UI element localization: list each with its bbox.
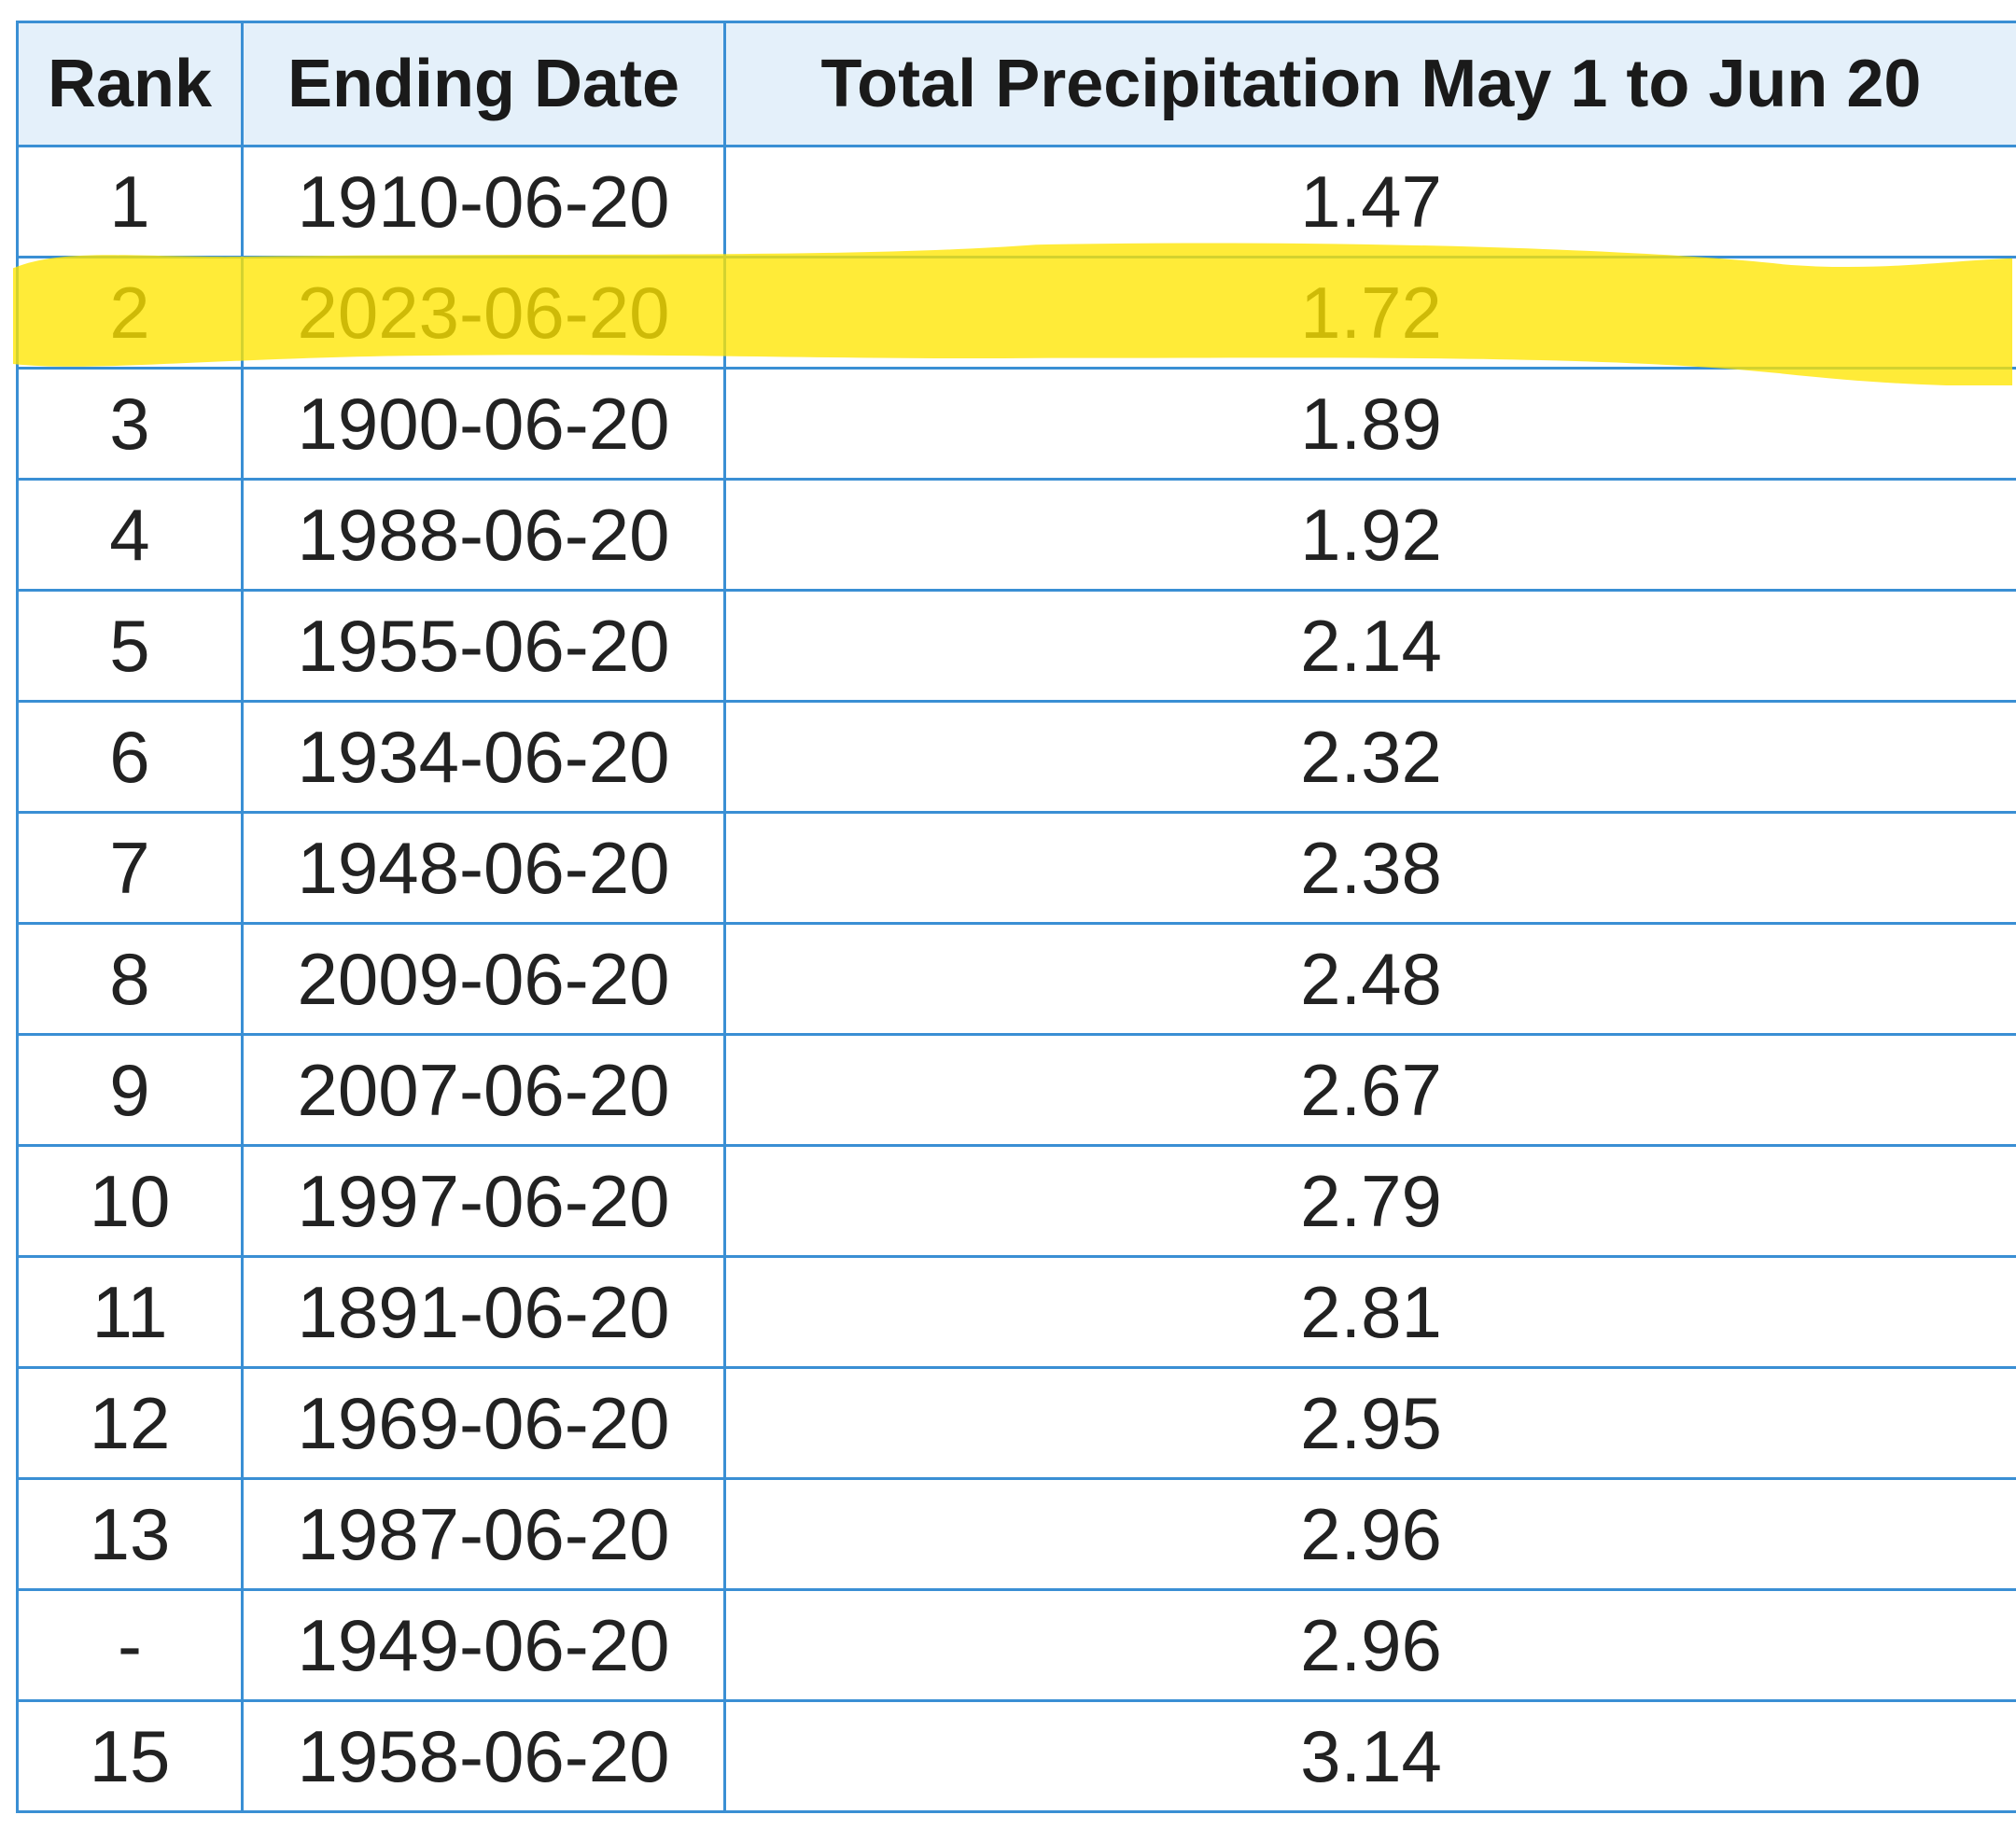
cell-ending-date: 1949-06-20: [241, 1588, 726, 1702]
cell-precipitation: 1.89: [723, 367, 2016, 481]
cell-precipitation: 2.81: [723, 1255, 2016, 1369]
table-row: 3 1900-06-20 1.89: [16, 367, 2016, 481]
cell-precipitation: 2.79: [723, 1144, 2016, 1258]
cell-precipitation: 2.96: [723, 1477, 2016, 1591]
cell-ending-date: 1987-06-20: [241, 1477, 726, 1591]
table-row: 5 1955-06-20 2.14: [16, 589, 2016, 703]
cell-rank: 4: [16, 478, 244, 592]
cell-rank: 10: [16, 1144, 244, 1258]
cell-ending-date: 1900-06-20: [241, 367, 726, 481]
cell-precipitation: 2.48: [723, 922, 2016, 1036]
table-row: 15 1958-06-20 3.14: [16, 1699, 2016, 1813]
cell-rank: 9: [16, 1033, 244, 1147]
cell-ending-date: 2023-06-20: [241, 256, 726, 370]
table-row: 11 1891-06-20 2.81: [16, 1255, 2016, 1369]
cell-precipitation: 2.32: [723, 700, 2016, 814]
table-header: Rank Ending Date Total Precipitation May…: [16, 21, 2016, 147]
table-row: 6 1934-06-20 2.32: [16, 700, 2016, 814]
table-row: 9 2007-06-20 2.67: [16, 1033, 2016, 1147]
cell-precipitation: 1.72: [723, 256, 2016, 370]
cell-rank: 3: [16, 367, 244, 481]
cell-ending-date: 1969-06-20: [241, 1366, 726, 1480]
table-row: 10 1997-06-20 2.79: [16, 1144, 2016, 1258]
table-row: 1 1910-06-20 1.47: [16, 145, 2016, 258]
cell-rank: -: [16, 1588, 244, 1702]
cell-ending-date: 1891-06-20: [241, 1255, 726, 1369]
table-row: 13 1987-06-20 2.96: [16, 1477, 2016, 1591]
cell-ending-date: 1955-06-20: [241, 589, 726, 703]
cell-ending-date: 1997-06-20: [241, 1144, 726, 1258]
cell-rank: 2: [16, 256, 244, 370]
header-total-precipitation[interactable]: Total Precipitation May 1 to Jun 20: [723, 21, 2016, 147]
cell-rank: 8: [16, 922, 244, 1036]
cell-precipitation: 2.67: [723, 1033, 2016, 1147]
table-row: - 1949-06-20 2.96: [16, 1588, 2016, 1702]
cell-precipitation: 2.38: [723, 811, 2016, 925]
cell-rank: 13: [16, 1477, 244, 1591]
cell-rank: 15: [16, 1699, 244, 1813]
cell-rank: 1: [16, 145, 244, 258]
cell-precipitation: 1.47: [723, 145, 2016, 258]
cell-ending-date: 1958-06-20: [241, 1699, 726, 1813]
table-row: 7 1948-06-20 2.38: [16, 811, 2016, 925]
cell-ending-date: 1988-06-20: [241, 478, 726, 592]
table-row: 4 1988-06-20 1.92: [16, 478, 2016, 592]
cell-precipitation: 2.95: [723, 1366, 2016, 1480]
precipitation-rank-table: Rank Ending Date Total Precipitation May…: [16, 21, 2016, 1813]
cell-ending-date: 1948-06-20: [241, 811, 726, 925]
cell-precipitation: 2.14: [723, 589, 2016, 703]
cell-ending-date: 1910-06-20: [241, 145, 726, 258]
cell-rank: 11: [16, 1255, 244, 1369]
header-rank[interactable]: Rank: [16, 21, 244, 147]
table-body: 1 1910-06-20 1.47 2 2023-06-20 1.72 3 19…: [16, 145, 2016, 1813]
cell-precipitation: 3.14: [723, 1699, 2016, 1813]
cell-rank: 6: [16, 700, 244, 814]
table-row-highlighted: 2 2023-06-20 1.72: [16, 256, 2016, 370]
cell-ending-date: 2007-06-20: [241, 1033, 726, 1147]
cell-rank: 5: [16, 589, 244, 703]
header-row: Rank Ending Date Total Precipitation May…: [16, 21, 2016, 147]
cell-precipitation: 2.96: [723, 1588, 2016, 1702]
cell-rank: 12: [16, 1366, 244, 1480]
cell-ending-date: 2009-06-20: [241, 922, 726, 1036]
header-ending-date[interactable]: Ending Date: [241, 21, 726, 147]
cell-rank: 7: [16, 811, 244, 925]
cell-ending-date: 1934-06-20: [241, 700, 726, 814]
table-row: 8 2009-06-20 2.48: [16, 922, 2016, 1036]
precipitation-rank-table-container: Rank Ending Date Total Precipitation May…: [16, 21, 2016, 1813]
table-row: 12 1969-06-20 2.95: [16, 1366, 2016, 1480]
cell-precipitation: 1.92: [723, 478, 2016, 592]
